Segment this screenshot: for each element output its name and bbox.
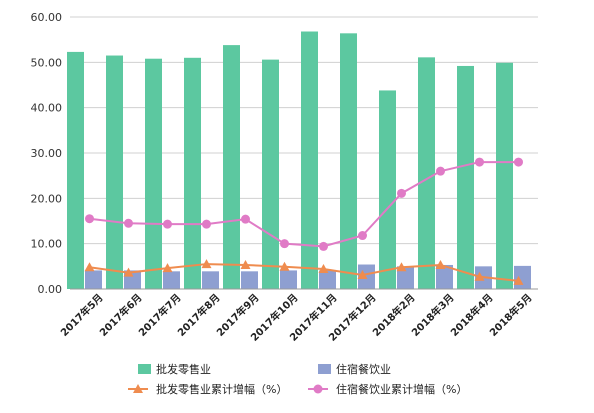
bar-wholesale-retail (340, 33, 357, 289)
bar-accommodation-catering (397, 266, 414, 289)
bar-wholesale-retail (496, 62, 513, 289)
point-wholesale-retail-growth (396, 262, 407, 272)
legend-swatch-bar-2 (318, 364, 331, 374)
point-accommodation-catering-growth (241, 214, 250, 224)
bar-accommodation-catering (280, 270, 297, 289)
point-wholesale-retail-growth (513, 275, 524, 285)
point-accommodation-catering-growth (202, 219, 211, 229)
point-accommodation-catering-growth (514, 157, 523, 167)
legend-marker-circle (313, 384, 323, 394)
y-tick-label: 0.00 (38, 283, 63, 296)
legend-marker-triangle (133, 384, 143, 393)
point-accommodation-catering-growth (85, 214, 94, 224)
point-wholesale-retail-growth (435, 259, 446, 269)
bar-accommodation-catering (85, 270, 102, 289)
y-tick-label: 30.00 (31, 147, 63, 160)
point-wholesale-retail-growth (474, 271, 485, 281)
y-tick-label: 50.00 (31, 56, 63, 69)
legend: 批发零售业 住宿餐饮业 批发零售业累计增幅（%） 住宿餐饮业累计增幅（%） (128, 362, 467, 396)
legend-item-line-1: 批发零售业累计增幅（%） (128, 382, 287, 396)
point-wholesale-retail-growth (84, 262, 95, 272)
y-axis-ticks: 0.00 10.00 20.00 30.00 40.00 50.00 60.00 (31, 11, 63, 296)
bar-wholesale-retail (106, 55, 123, 290)
point-accommodation-catering-growth (319, 241, 328, 251)
bar-wholesale-retail (223, 45, 240, 290)
point-wholesale-retail-growth (318, 264, 329, 274)
point-wholesale-retail-growth (123, 267, 134, 277)
point-wholesale-retail-growth (201, 259, 212, 269)
bar-accommodation-catering (436, 264, 453, 289)
bar-accommodation-catering (241, 271, 258, 289)
point-accommodation-catering-growth (436, 166, 445, 176)
point-wholesale-retail-growth (357, 269, 368, 279)
bar-wholesale-retail (457, 65, 474, 290)
bar-wholesale-retail (184, 57, 201, 289)
point-accommodation-catering-growth (280, 239, 289, 249)
x-category-label: 2018年5月 (487, 291, 535, 339)
x-axis-labels: 2017年5月2017年6月2017年7月2017年8月2017年9月2017年… (58, 291, 535, 344)
point-accommodation-catering-growth (397, 188, 406, 198)
legend-item-line-2: 住宿餐饮业累计增幅（%） (308, 382, 467, 396)
y-tick-label: 60.00 (31, 11, 63, 24)
bar-accommodation-catering (319, 270, 336, 289)
point-wholesale-retail-growth (162, 263, 173, 273)
point-accommodation-catering-growth (475, 157, 484, 167)
bar-wholesale-retail (145, 58, 162, 289)
point-accommodation-catering-growth (163, 219, 172, 229)
legend-item-bar-1: 批发零售业 (138, 362, 211, 376)
y-tick-label: 40.00 (31, 102, 63, 115)
legend-item-bar-2: 住宿餐饮业 (318, 362, 391, 376)
point-accommodation-catering-growth (124, 218, 133, 228)
point-wholesale-retail-growth (279, 261, 290, 271)
line-wholesale-retail-growth (89, 263, 519, 282)
legend-label-line-1: 批发零售业累计增幅（%） (156, 382, 287, 396)
legend-label-line-2: 住宿餐饮业累计增幅（%） (336, 382, 467, 396)
bar-wholesale-retail (262, 59, 279, 289)
legend-label-bar-2: 住宿餐饮业 (336, 362, 391, 376)
bar-accommodation-catering (202, 271, 219, 289)
bar-wholesale-retail (301, 31, 318, 290)
lines (84, 157, 524, 285)
legend-swatch-bar-1 (138, 364, 151, 374)
bar-accommodation-catering (514, 265, 531, 289)
bar-wholesale-retail (67, 51, 84, 290)
y-tick-label: 10.00 (31, 238, 63, 251)
legend-label-bar-1: 批发零售业 (156, 362, 211, 376)
line-accommodation-catering-growth (89, 161, 519, 248)
y-tick-label: 20.00 (31, 192, 63, 205)
point-accommodation-catering-growth (358, 231, 367, 241)
point-wholesale-retail-growth (240, 259, 251, 269)
bar-accommodation-catering (163, 271, 180, 289)
bar-wholesale-retail (379, 90, 396, 289)
bar-wholesale-retail (418, 57, 435, 290)
bars (67, 31, 531, 290)
